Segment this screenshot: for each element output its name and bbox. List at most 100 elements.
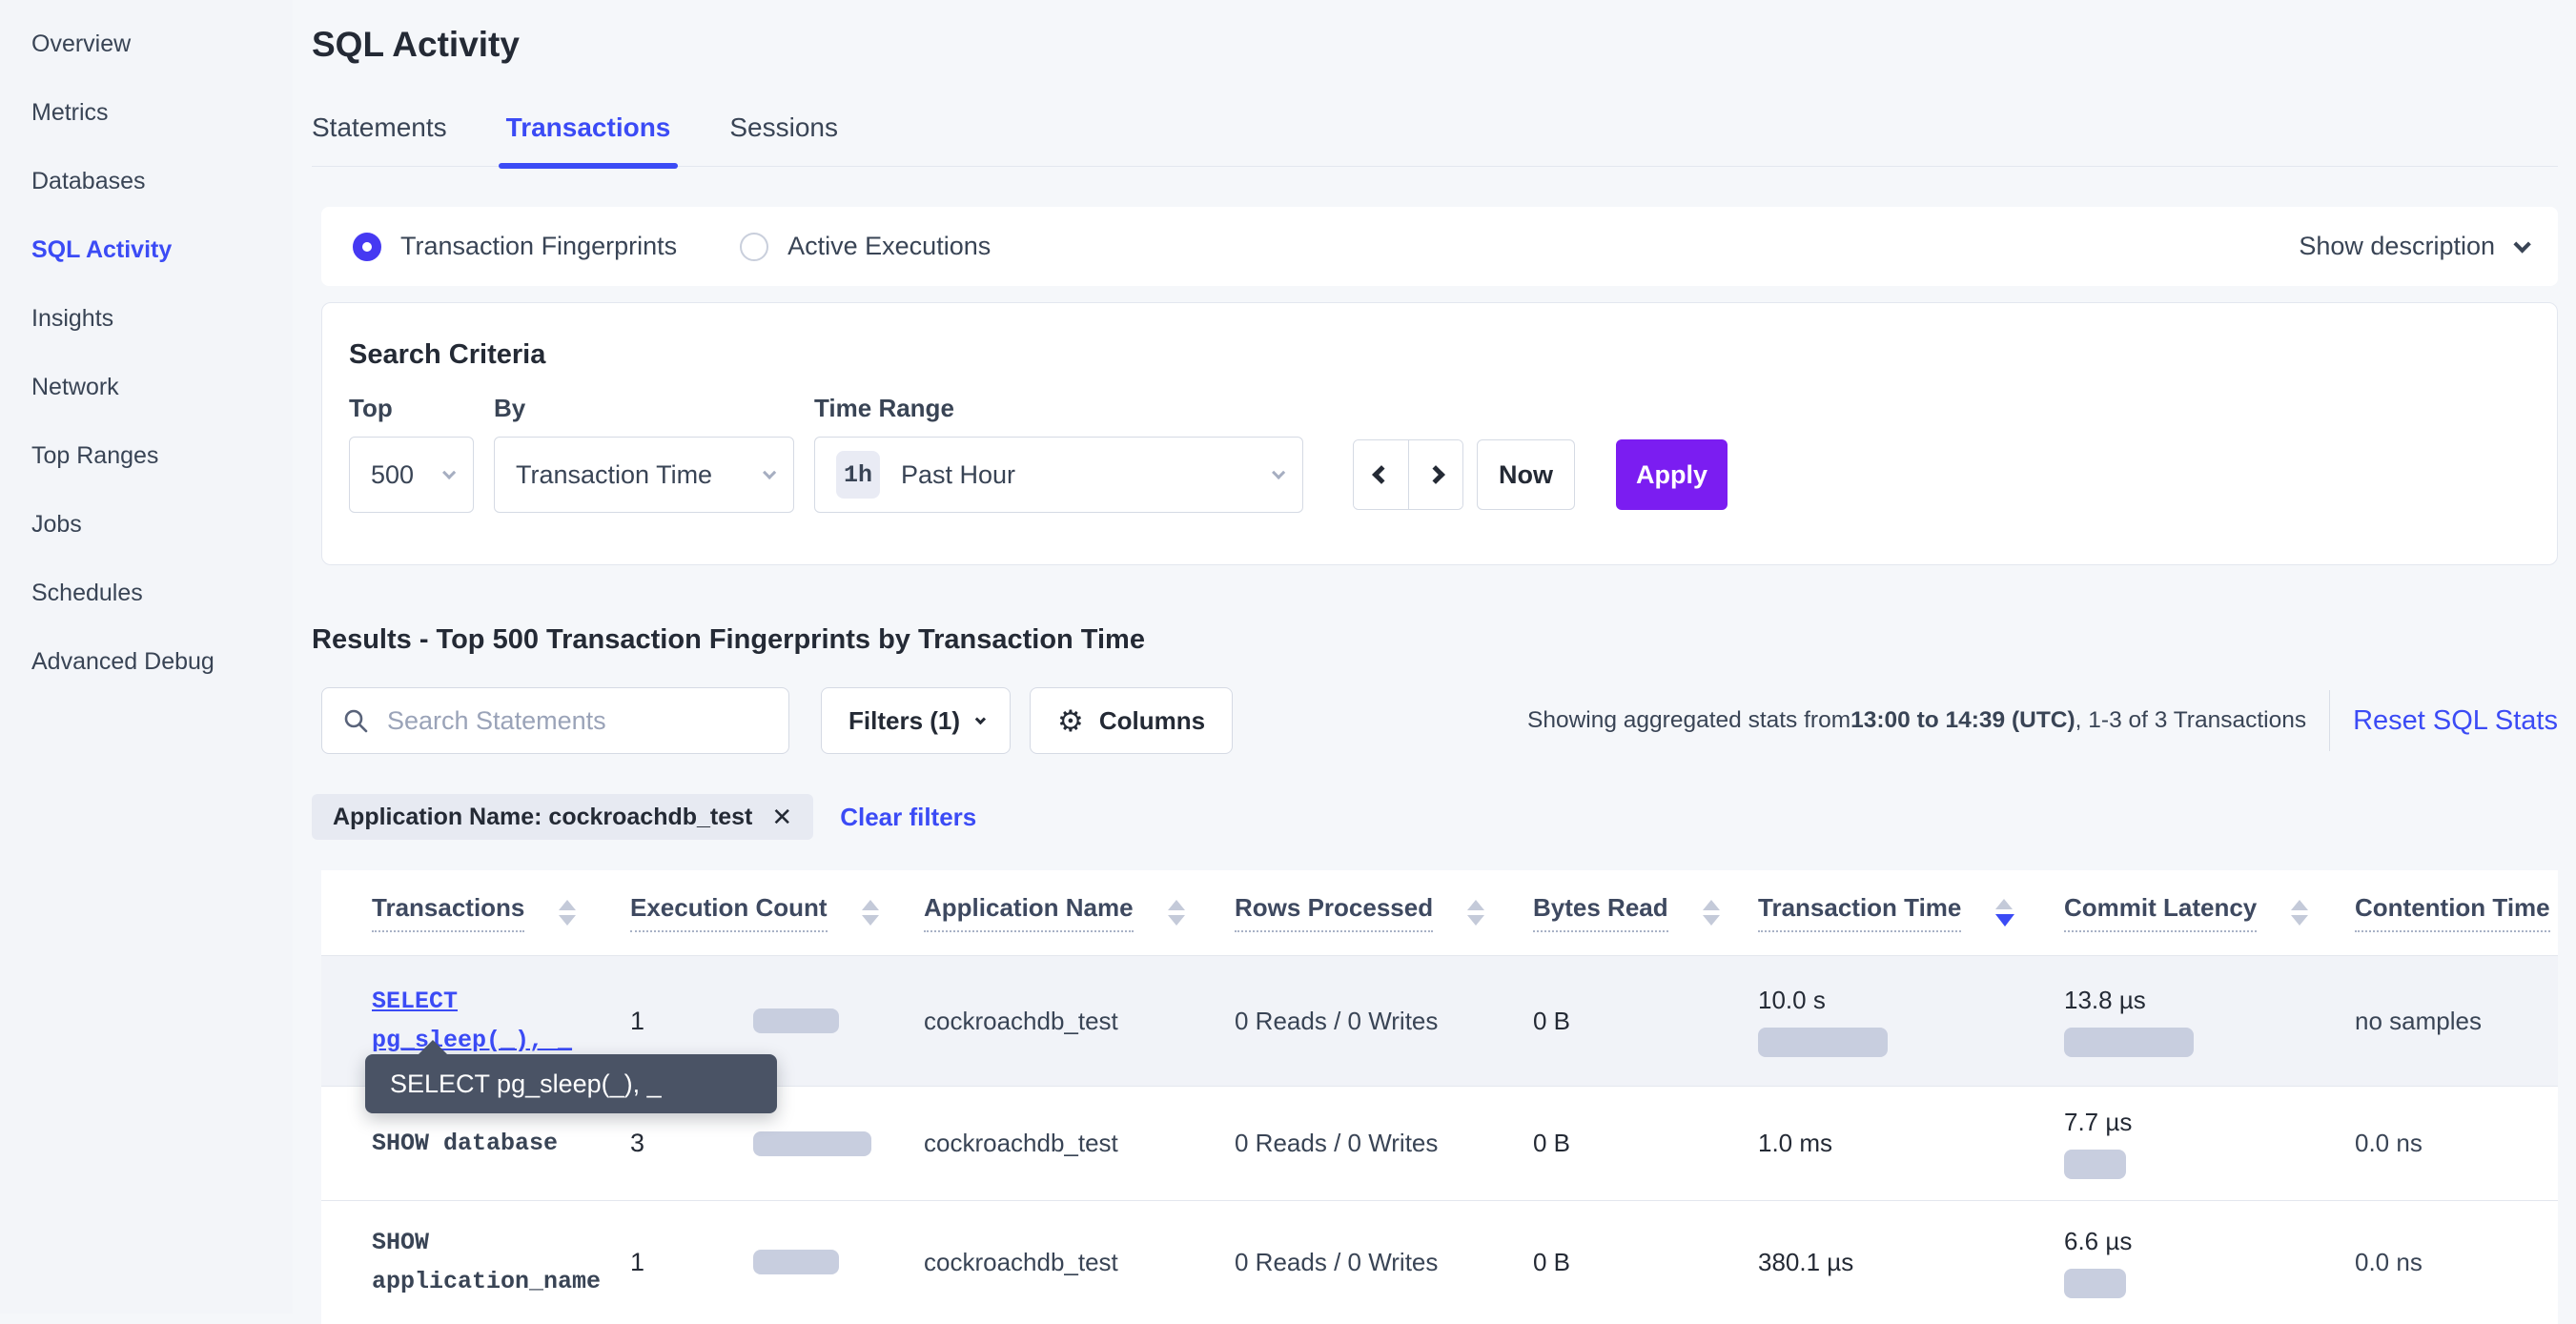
transaction-time-value: 380.1 µs xyxy=(1758,1247,1854,1276)
transaction-time-value: 10.0 s xyxy=(1758,985,1826,1014)
sidebar-item-top-ranges[interactable]: Top Ranges xyxy=(31,441,159,469)
cell-transaction-time: 10.0 s xyxy=(1758,986,2064,1057)
transaction-fingerprint: SHOW xyxy=(372,1229,430,1256)
cell-application-name: cockroachdb_test xyxy=(924,1129,1118,1157)
filters-button[interactable]: Filters (1) xyxy=(821,687,1012,754)
sidebar-item-insights[interactable]: Insights xyxy=(31,304,114,332)
radio-group: Transaction Fingerprints Active Executio… xyxy=(353,232,1053,261)
cell-execution-count: 1 xyxy=(630,1248,924,1277)
column-header-label: Contention Time xyxy=(2355,893,2550,932)
column-header-label: Bytes Read xyxy=(1533,893,1668,932)
transaction-fingerprint[interactable]: pg_sleep(_), _ xyxy=(372,1027,573,1054)
sort-icon xyxy=(861,900,879,926)
column-header-bytes-read[interactable]: Bytes Read xyxy=(1533,893,1758,932)
column-header-application-name[interactable]: Application Name xyxy=(924,893,1235,932)
cell-application-name: cockroachdb_test xyxy=(924,1006,1118,1035)
stats-time-range: 13:00 to 14:39 (UTC) xyxy=(1850,707,2075,733)
top-label: Top xyxy=(349,394,393,422)
cell-rows-processed: 0 Reads / 0 Writes xyxy=(1235,1247,1439,1276)
sidebar-item-sql-activity[interactable]: SQL Activity xyxy=(31,235,173,263)
sidebar-item-network[interactable]: Network xyxy=(31,373,119,400)
sidebar-item-advanced-debug[interactable]: Advanced Debug xyxy=(31,647,215,675)
column-header-label: Rows Processed xyxy=(1235,893,1434,932)
table-header-row: Transactions Execution Count Application… xyxy=(321,870,2558,955)
cell-commit-latency: 13.8 µs xyxy=(2064,986,2355,1057)
sidebar-item-jobs[interactable]: Jobs xyxy=(31,510,82,538)
sort-icon xyxy=(1467,900,1485,926)
transaction-time-value: 1.0 ms xyxy=(1758,1129,1833,1157)
tab-sessions[interactable]: Sessions xyxy=(729,112,838,142)
sql-tooltip-text: SELECT pg_sleep(_), _ xyxy=(390,1069,662,1098)
stats-prefix: Showing aggregated stats from xyxy=(1527,707,1851,733)
sidebar-item-schedules[interactable]: Schedules xyxy=(31,579,143,606)
table-row[interactable]: SHOW application_name 1 cockroachdb_test … xyxy=(321,1200,2558,1323)
tab-statements[interactable]: Statements xyxy=(312,112,447,142)
next-time-button[interactable] xyxy=(1408,440,1462,509)
tab-bar: Statements Transactions Sessions xyxy=(312,112,2558,169)
commit-latency-value: 6.6 µs xyxy=(2064,1226,2133,1255)
time-range-label: Time Range xyxy=(814,394,954,422)
radio-option-transaction-fingerprints[interactable]: Transaction Fingerprints xyxy=(353,232,677,261)
active-filters-row: Application Name: cockroachdb_test ✕ Cle… xyxy=(312,794,2558,840)
time-range-select[interactable]: 1h Past Hour xyxy=(814,437,1303,513)
by-select[interactable]: Transaction Time xyxy=(494,437,794,513)
column-header-transactions[interactable]: Transactions xyxy=(372,893,630,932)
commit-latency-bar xyxy=(2064,1027,2194,1057)
sql-tooltip: SELECT pg_sleep(_), _ xyxy=(365,1040,777,1113)
time-range-badge: 1h xyxy=(836,451,880,499)
now-button[interactable]: Now xyxy=(1477,439,1575,510)
chevron-down-icon xyxy=(442,465,457,479)
chevron-down-icon xyxy=(974,713,987,725)
sort-icon xyxy=(559,900,577,926)
column-header-label: Transaction Time xyxy=(1758,893,1962,932)
column-header-label: Execution Count xyxy=(630,893,828,932)
cell-contention-time: 0.0 ns xyxy=(2355,1129,2423,1157)
search-criteria-form: Top 500 By Transaction Time Time Range 1… xyxy=(349,394,2530,513)
columns-button[interactable]: ⚙ Columns xyxy=(1030,687,1234,754)
filters-label: Filters (1) xyxy=(848,705,961,735)
sort-icon xyxy=(1702,900,1720,926)
cell-execution-count: 1 xyxy=(630,1007,924,1036)
sidebar-item-overview[interactable]: Overview xyxy=(31,30,132,57)
column-header-rows-processed[interactable]: Rows Processed xyxy=(1235,893,1533,932)
cell-execution-count: 3 xyxy=(630,1129,924,1158)
previous-time-button[interactable] xyxy=(1354,440,1408,509)
column-header-execution-count[interactable]: Execution Count xyxy=(630,893,924,932)
execution-count-bar xyxy=(753,1008,839,1033)
column-header-commit-latency[interactable]: Commit Latency xyxy=(2064,893,2355,932)
table-body: SELECT pg_sleep(_), _ 1 cockroachdb_test … xyxy=(321,955,2558,1323)
time-range-field: Time Range 1h Past Hour xyxy=(814,394,1303,513)
radio-label: Active Executions xyxy=(787,232,992,260)
sidebar-item-metrics[interactable]: Metrics xyxy=(31,98,109,126)
apply-button[interactable]: Apply xyxy=(1616,439,1728,510)
search-input[interactable] xyxy=(385,704,769,737)
column-header-contention-time[interactable]: Contention Time xyxy=(2355,893,2558,932)
top-select[interactable]: 500 xyxy=(349,437,474,513)
cell-contention-time: 0.0 ns xyxy=(2355,1247,2423,1276)
divider xyxy=(2329,690,2331,751)
close-icon[interactable]: ✕ xyxy=(771,802,793,831)
stats-suffix: , 1-3 of 3 Transactions xyxy=(2075,707,2307,733)
radio-option-active-executions[interactable]: Active Executions xyxy=(740,232,991,261)
cell-commit-latency: 6.6 µs xyxy=(2064,1227,2355,1298)
cell-transaction: SELECT pg_sleep(_), _ xyxy=(372,982,630,1060)
chevron-down-icon xyxy=(763,465,777,479)
radio-icon xyxy=(740,232,769,261)
reset-sql-stats-link[interactable]: Reset SQL Stats xyxy=(2353,704,2558,736)
sort-icon xyxy=(1167,900,1185,926)
cell-bytes-read: 0 B xyxy=(1533,1247,1571,1276)
sidebar: Overview Metrics Databases SQL Activity Insi… xyxy=(0,0,293,1314)
filter-chip-label: Application Name: cockroachdb_test xyxy=(333,803,753,830)
tab-transactions[interactable]: Transactions xyxy=(498,112,679,169)
radio-label: Transaction Fingerprints xyxy=(400,232,678,260)
view-toggle-bar: Transaction Fingerprints Active Executio… xyxy=(321,207,2558,286)
sidebar-item-databases[interactable]: Databases xyxy=(31,167,146,194)
clear-filters-link[interactable]: Clear filters xyxy=(840,802,977,831)
gear-icon: ⚙ xyxy=(1057,703,1084,738)
transaction-fingerprint[interactable]: SELECT xyxy=(372,988,459,1015)
chevron-down-icon xyxy=(2513,235,2531,254)
column-header-transaction-time[interactable]: Transaction Time xyxy=(1758,893,2064,932)
show-description-toggle[interactable]: Show description xyxy=(2299,232,2531,261)
cell-transaction-time: 380.1 µs xyxy=(1758,1248,2064,1277)
columns-label: Columns xyxy=(1098,705,1206,735)
